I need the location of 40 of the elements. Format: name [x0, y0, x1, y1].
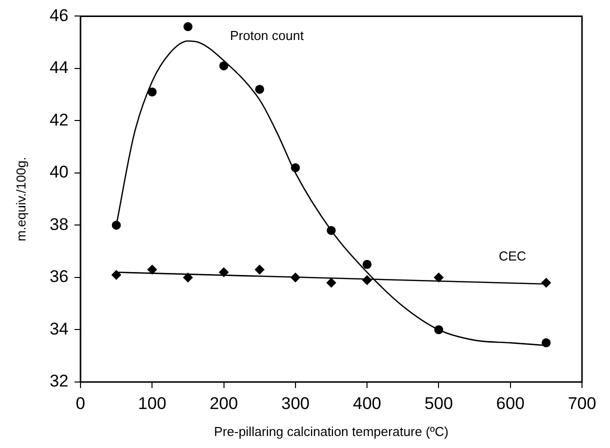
series-label: Proton count: [230, 28, 304, 44]
y-tick-label: 36: [50, 267, 69, 286]
y-tick-label: 46: [50, 6, 69, 25]
x-tick-label: 500: [424, 394, 453, 413]
point: [254, 264, 265, 275]
point: [434, 272, 444, 282]
point: [112, 220, 121, 230]
point: [326, 226, 336, 235]
x-tick-label: 200: [210, 394, 238, 413]
point: [326, 278, 336, 288]
x-tick-label: 100: [138, 394, 166, 413]
x-tick-label: 700: [568, 394, 596, 413]
point: [362, 260, 372, 269]
y-tick-label: 38: [50, 214, 69, 234]
point: [542, 338, 551, 348]
point: [148, 87, 157, 96]
point: [182, 272, 193, 282]
point: [219, 61, 228, 70]
x-axis-title: Pre-pillaring calcination temperature (ºC): [214, 424, 449, 439]
x-tick-label: 600: [496, 394, 525, 413]
point: [290, 163, 300, 172]
y-tick-label: 40: [50, 162, 69, 182]
y-axis-title: m.equiv./100g.: [13, 156, 28, 242]
x-tick-label: 400: [352, 394, 382, 413]
point: [434, 325, 444, 334]
point: [255, 84, 264, 94]
point: [183, 22, 192, 32]
y-tick-label: 32: [50, 372, 69, 391]
point: [218, 267, 229, 278]
point: [147, 264, 158, 275]
series-label: CEC: [498, 248, 526, 264]
y-tick-label: 44: [50, 58, 69, 78]
y-tick-label: 34: [50, 319, 69, 338]
point: [362, 275, 372, 286]
x-tick-label: 300: [281, 394, 310, 413]
y-tick-label: 42: [50, 110, 69, 130]
point: [111, 270, 122, 280]
point: [541, 278, 552, 288]
x-tick-label: 0: [76, 394, 86, 413]
point: [290, 272, 300, 282]
